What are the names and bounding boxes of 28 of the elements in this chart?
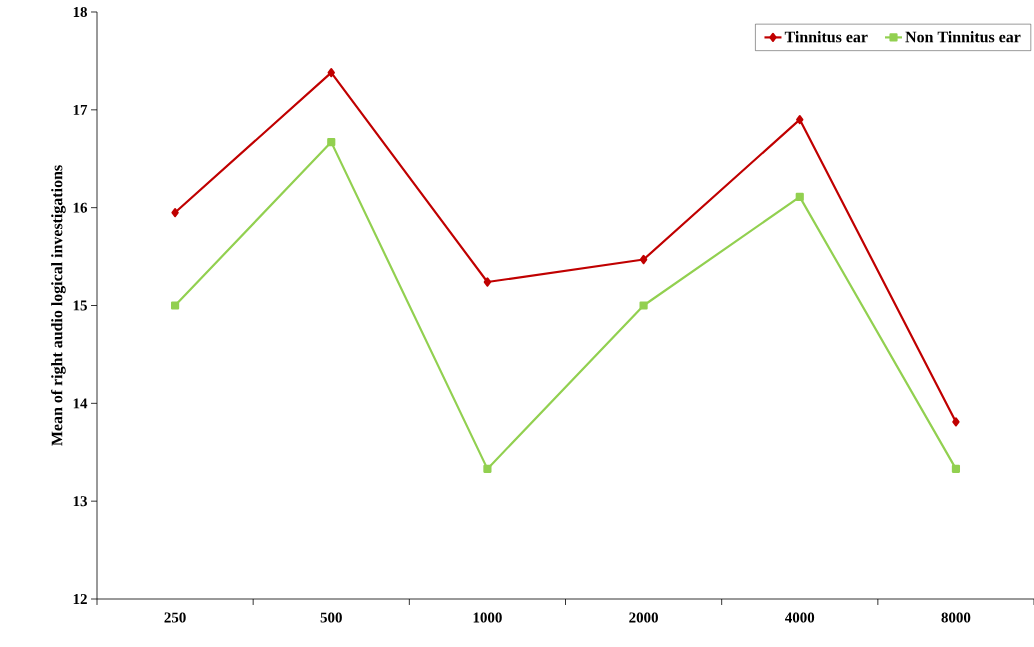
point xyxy=(327,68,335,78)
y-tick-label: 14 xyxy=(73,398,88,409)
point xyxy=(170,301,180,310)
point xyxy=(639,301,648,310)
x-tick-label: 250 xyxy=(164,612,186,623)
x-tick-label: 500 xyxy=(320,612,342,623)
y-tick-label: 13 xyxy=(73,496,87,507)
point xyxy=(952,417,960,427)
point xyxy=(951,464,961,473)
x-tick-label: 4000 xyxy=(785,612,815,623)
legend-label: Non Tinnitus ear xyxy=(905,31,1021,43)
y-axis-title: Mean of right audio logical investigations xyxy=(50,165,66,446)
y-tick-label: 16 xyxy=(73,202,88,213)
point xyxy=(327,138,336,147)
point xyxy=(483,464,492,473)
point xyxy=(639,254,648,265)
y-tick-label: 18 xyxy=(73,6,87,18)
legend-label: Tinnitus ear xyxy=(784,31,868,43)
y-tick-label: 17 xyxy=(73,104,88,115)
x-tick-label: 8000 xyxy=(941,612,971,623)
x-tick-label: 1000 xyxy=(473,612,502,623)
point xyxy=(796,115,804,125)
point xyxy=(795,192,804,201)
y-tick-label: 12 xyxy=(73,594,87,604)
point xyxy=(483,277,492,287)
x-tick-label: 2000 xyxy=(629,612,658,623)
y-tick-label: 15 xyxy=(73,300,87,311)
point xyxy=(171,207,179,218)
